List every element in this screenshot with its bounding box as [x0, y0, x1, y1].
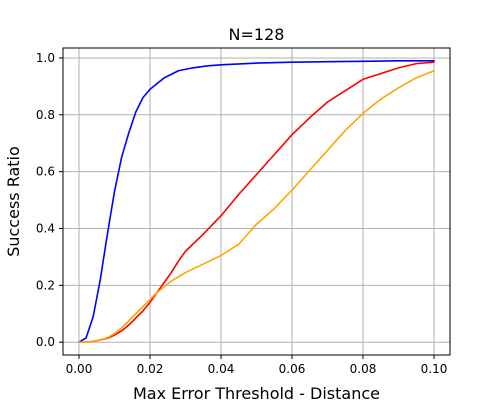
grid	[63, 48, 450, 355]
chart-title: N=128	[229, 25, 285, 44]
plot-frame	[62, 47, 451, 356]
x-tick-label: 0.00	[66, 362, 93, 376]
x-tick-label: 0.08	[350, 362, 377, 376]
series-line-3	[78, 69, 435, 344]
x-tick-label: 0.06	[279, 362, 306, 376]
y-tick-label: 0.4	[36, 222, 55, 236]
series-line-1	[78, 59, 435, 344]
y-tick-label: 1.0	[36, 51, 55, 65]
series-line-2	[78, 61, 435, 344]
x-tick-label: 0.02	[137, 362, 164, 376]
x-axis-label: Max Error Threshold - Distance	[133, 384, 380, 400]
axis-ticks: 0.00 0.02 0.04 0.06 0.08 0.10 0.0 0.2 0.4 0.6 0.8 1…	[36, 51, 447, 376]
y-tick-label: 0.6	[36, 165, 55, 179]
y-tick-label: 0.8	[36, 108, 55, 122]
y-tick-label: 0.0	[36, 335, 55, 349]
x-tick-label: 0.10	[421, 362, 448, 376]
series-lines	[78, 59, 435, 344]
y-tick-label: 0.2	[36, 278, 55, 292]
y-axis-label: Success Ratio	[4, 146, 23, 257]
x-tick-label: 0.04	[208, 362, 235, 376]
